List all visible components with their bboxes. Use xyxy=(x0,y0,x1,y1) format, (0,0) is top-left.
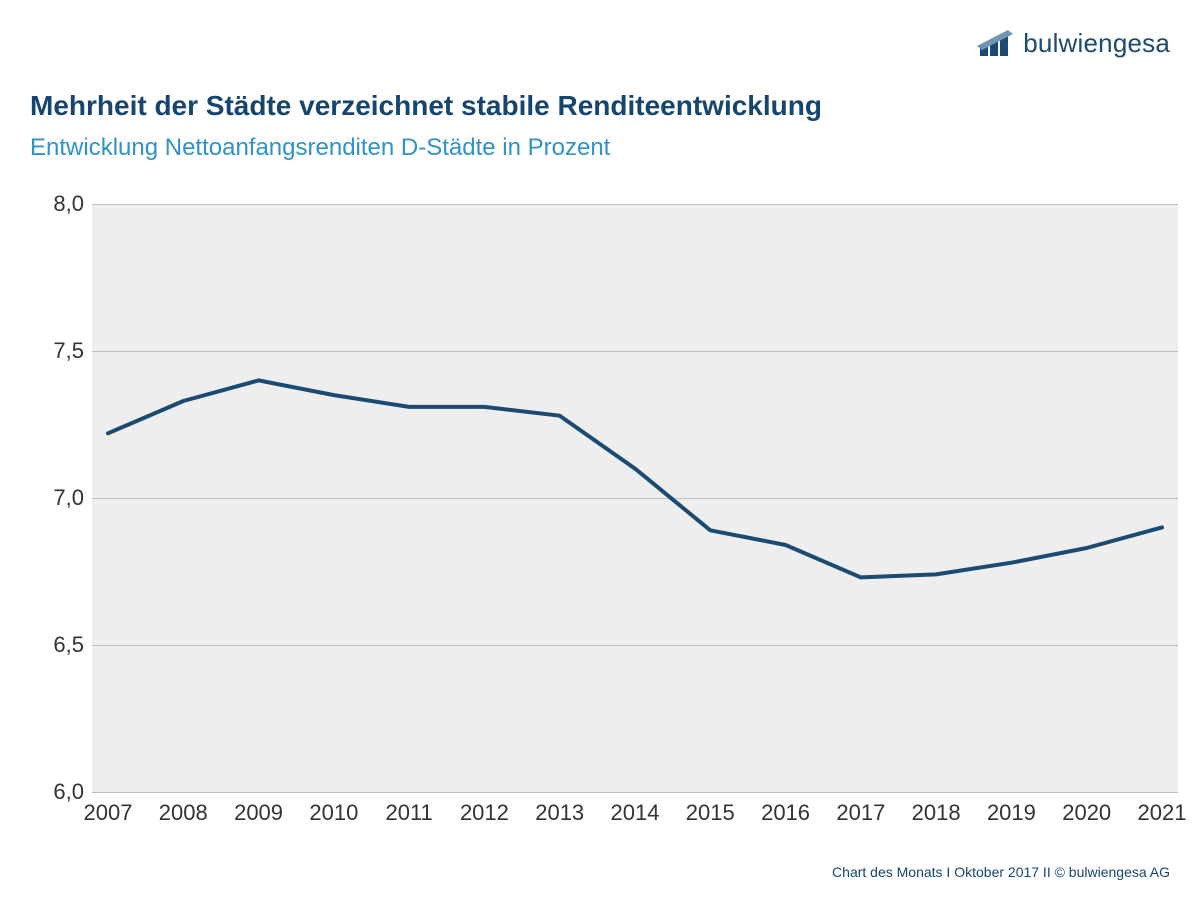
chart-line-layer xyxy=(0,190,1200,830)
brand-logo: bulwiengesa xyxy=(977,24,1170,63)
page-subtitle: Entwicklung Nettoanfangsrenditen D-Städt… xyxy=(30,134,610,162)
chart-footer-caption: Chart des Monats I Oktober 2017 II © bul… xyxy=(832,864,1170,880)
brand-logo-icon xyxy=(977,24,1017,63)
page-title: Mehrheit der Städte verzeichnet stabile … xyxy=(30,90,822,122)
chart-container: 6,06,57,07,58,0 200720082009201020112012… xyxy=(0,190,1200,830)
chart-series-line xyxy=(108,380,1162,577)
brand-name: bulwiengesa xyxy=(1023,28,1170,59)
page-root: bulwiengesa Mehrheit der Städte verzeich… xyxy=(0,0,1200,900)
